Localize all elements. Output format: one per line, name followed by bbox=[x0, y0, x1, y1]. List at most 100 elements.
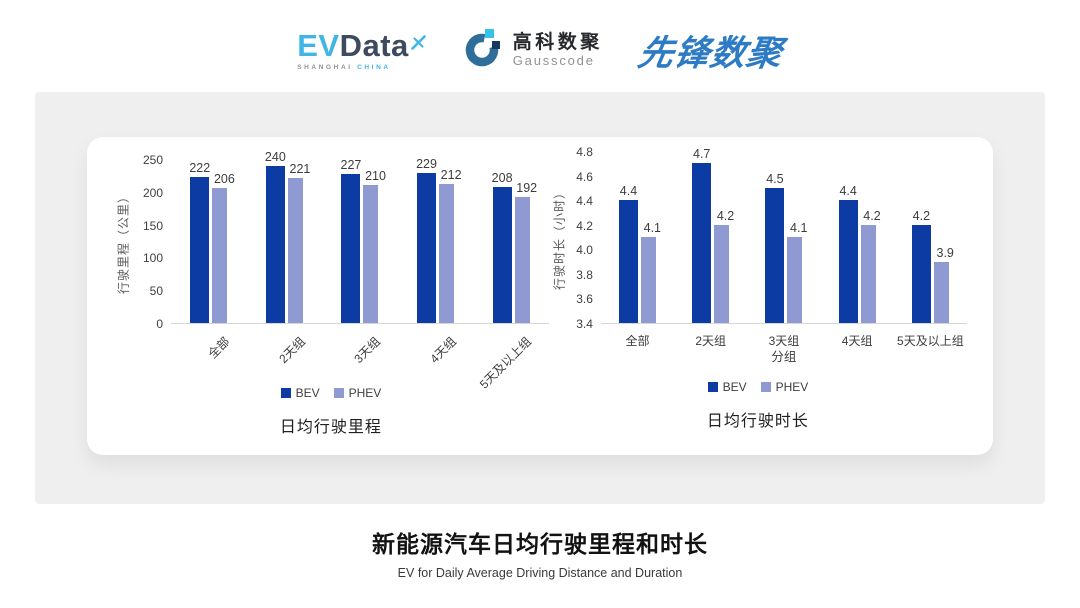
phev-bar: 192 bbox=[514, 181, 537, 323]
y-axis-ticks: 0 50 100 150 200 250 bbox=[133, 154, 171, 330]
bar-value-label: 208 bbox=[491, 171, 513, 185]
chart-title: 日均行驶时长 bbox=[706, 413, 809, 430]
bar-value-label: 4.1 bbox=[790, 221, 808, 235]
category-label: 3天组 bbox=[768, 334, 800, 348]
gausscode-logo: 高科数聚 Gausscode bbox=[462, 27, 603, 74]
bar-group: 208 192 5天及以上组 bbox=[473, 159, 549, 391]
y-tick-label: 4.2 bbox=[576, 218, 593, 233]
bar-value-label: 227 bbox=[340, 158, 362, 172]
bar-group: 222 206 全部 bbox=[171, 159, 247, 361]
phev-bar: 4.1 bbox=[640, 221, 661, 323]
bar-group: 4.2 3.9 5天及以上组 bbox=[894, 151, 967, 348]
bar-group: 229 212 4天组 bbox=[398, 157, 474, 366]
gausscode-en-text: Gausscode bbox=[512, 53, 595, 69]
daily-distance-chart: 行驶里程（公里） 0 50 100 150 200 250 222 206 全部 240 221 2天组… bbox=[113, 137, 549, 455]
legend-label: PHEV bbox=[775, 380, 809, 394]
bar-value-label: 4.2 bbox=[863, 209, 881, 223]
bar-value-label: 240 bbox=[264, 150, 286, 164]
category-label: 2天组 bbox=[695, 334, 727, 348]
xianfeng-logo: 先锋数聚 bbox=[635, 25, 786, 76]
header-logos: EV Data SHANGHAI CHINA 高科数聚 Gausscode bbox=[0, 0, 1080, 92]
evdata-data-text: Data bbox=[339, 27, 409, 63]
bar-value-label: 4.5 bbox=[766, 172, 784, 186]
phev-bar: 4.2 bbox=[714, 209, 734, 323]
y-tick-label: 4.6 bbox=[576, 169, 593, 184]
y-tick-label: 100 bbox=[142, 251, 163, 266]
y-axis-title-text: 行驶时长（小时） bbox=[552, 185, 567, 290]
x-axis-title: 分组 bbox=[771, 350, 797, 364]
legend-item-phev: PHEV bbox=[760, 380, 809, 394]
y-tick-label: 3.6 bbox=[576, 292, 593, 307]
y-axis-title: 行驶里程（公里） bbox=[113, 159, 133, 324]
bar-value-label: 229 bbox=[416, 157, 437, 171]
phev-bar: 212 bbox=[439, 168, 462, 323]
bar-group: 4.5 4.1 3天组 bbox=[747, 151, 820, 348]
y-tick-label: 4.0 bbox=[576, 243, 593, 258]
y-tick-label: 4.4 bbox=[576, 194, 593, 209]
phev-legend-swatch bbox=[333, 388, 344, 398]
y-axis-ticks: 3.4 3.6 3.8 4.0 4.2 4.4 4.6 4.8 bbox=[569, 146, 601, 330]
bar-value-label: 4.7 bbox=[693, 147, 711, 161]
phev-bar: 3.9 bbox=[933, 246, 954, 323]
phev-bar: 4.1 bbox=[787, 221, 807, 323]
gausscode-g-icon bbox=[462, 27, 504, 74]
evdata-tagline-left: SHANGHAI bbox=[297, 63, 353, 71]
phev-bar: 206 bbox=[212, 172, 235, 323]
bar-value-label: 212 bbox=[440, 168, 462, 182]
plot-area: 4.4 4.1 全部 4.7 4.2 2天组 4.5 4.1 3天组 4.4 4.2 4天组 4.2 3.… bbox=[600, 147, 967, 348]
gausscode-wordmark: 高科数聚 Gausscode bbox=[513, 32, 603, 69]
bar-value-label: 206 bbox=[213, 172, 235, 186]
bar-value-label: 210 bbox=[365, 169, 386, 183]
evdata-logo: EV Data SHANGHAI CHINA bbox=[297, 30, 426, 71]
y-axis-title: 行驶时长（小时） bbox=[549, 151, 569, 324]
category-label: 5天及以上组 bbox=[897, 334, 964, 348]
chart-body: 行驶里程（公里） 0 50 100 150 200 250 222 206 全部 240 221 2天组… bbox=[113, 150, 549, 391]
legend: BEV PHEV bbox=[113, 386, 549, 400]
bev-legend-swatch bbox=[707, 382, 718, 392]
evdata-star-icon bbox=[410, 24, 426, 55]
bev-bar: 4.5 bbox=[765, 172, 785, 323]
bev-bar: 229 bbox=[416, 157, 437, 323]
legend-item-bev: BEV bbox=[280, 386, 320, 400]
bar-group: 227 210 3天组 bbox=[322, 158, 398, 366]
chart-title: 日均行驶里程 bbox=[279, 419, 382, 436]
legend-label: PHEV bbox=[348, 386, 382, 400]
bev-bar: 4.7 bbox=[692, 147, 712, 323]
chart-body: 行驶时长（小时） 3.4 3.6 3.8 4.0 4.2 4.4 4.6 4.8 4.4 4.1 全部… bbox=[549, 146, 967, 348]
y-tick-label: 0 bbox=[156, 317, 163, 331]
phev-bar: 4.2 bbox=[860, 209, 881, 323]
charts-panel: 行驶里程（公里） 0 50 100 150 200 250 222 206 全部 240 221 2天组… bbox=[35, 92, 1045, 504]
phev-bar: 210 bbox=[363, 169, 386, 323]
bar-value-label: 4.1 bbox=[643, 221, 662, 235]
y-tick-label: 3.8 bbox=[576, 267, 593, 282]
evdata-tagline-right: CHINA bbox=[357, 63, 391, 71]
bar-value-label: 192 bbox=[516, 181, 538, 195]
main-subtitle: EV for Daily Average Driving Distance an… bbox=[397, 566, 683, 580]
y-tick-label: 50 bbox=[149, 284, 163, 299]
category-label: 全部 bbox=[625, 334, 650, 348]
daily-duration-chart: 行驶时长（小时） 3.4 3.6 3.8 4.0 4.2 4.4 4.6 4.8 4.4 4.1 全部… bbox=[549, 137, 967, 455]
y-tick-label: 150 bbox=[142, 218, 163, 233]
bar-value-label: 221 bbox=[289, 162, 311, 176]
y-axis-title-text: 行驶里程（公里） bbox=[116, 189, 131, 294]
bev-legend-swatch bbox=[280, 388, 291, 398]
bar-value-label: 4.4 bbox=[839, 184, 857, 198]
legend-item-bev: BEV bbox=[707, 380, 747, 394]
bev-bar: 208 bbox=[492, 171, 513, 323]
bar-group: 240 221 2天组 bbox=[247, 150, 323, 366]
y-tick-label: 200 bbox=[142, 185, 163, 200]
evdata-tagline: SHANGHAI CHINA bbox=[297, 64, 390, 71]
bev-bar: 240 bbox=[265, 150, 286, 323]
bar-value-label: 4.2 bbox=[912, 209, 931, 223]
legend-label: BEV bbox=[295, 386, 320, 400]
bar-group: 4.7 4.2 2天组 bbox=[674, 147, 747, 348]
bev-bar: 4.4 bbox=[618, 184, 638, 323]
bev-bar: 4.2 bbox=[911, 209, 931, 323]
phev-bar: 221 bbox=[287, 162, 310, 323]
category-label: 4天组 bbox=[841, 334, 873, 348]
bar-value-label: 4.2 bbox=[716, 209, 735, 223]
evdata-ev-text: EV bbox=[297, 27, 340, 63]
bar-value-label: 222 bbox=[189, 161, 211, 175]
bev-bar: 4.4 bbox=[838, 184, 858, 323]
evdata-wordmark: EV Data bbox=[297, 30, 426, 61]
